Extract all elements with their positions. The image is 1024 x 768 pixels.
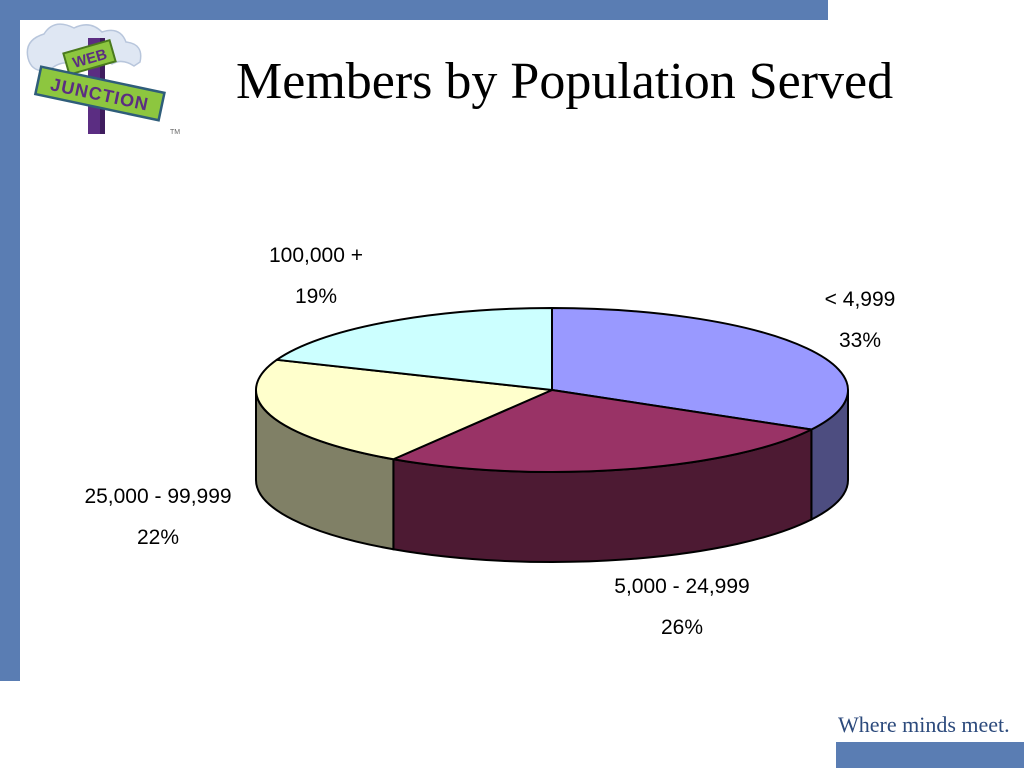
pie-percent-5-000-24-999: 26%	[661, 616, 703, 639]
pie-percent-4-999: 33%	[839, 329, 881, 352]
pie-side-walls	[255, 389, 849, 563]
pie-label-4-999: < 4,999	[825, 288, 896, 311]
pie-slice-25-000-99-999	[255, 358, 553, 461]
slide-title: Members by Population Served	[236, 53, 894, 110]
tagline: Where minds meet.	[838, 712, 1010, 737]
pie-label-25-000-99-999: 25,000 - 99,999	[84, 485, 231, 508]
logo-sign-web	[62, 38, 117, 76]
webjunction-logo: WEB JUNCTION TM	[26, 23, 180, 136]
pie-percent-100-000: 19%	[295, 285, 337, 308]
top-frame-bar	[0, 0, 828, 20]
pie-chart: < 4,999 33% 5,000 - 24,999 26% 25,000 - 99,9…	[84, 244, 895, 639]
pie-percent-25-000-99-999: 22%	[137, 526, 179, 549]
pie-label-5-000-24-999: 5,000 - 24,999	[614, 575, 749, 598]
pie-slice-4-999	[551, 307, 849, 431]
logo-trademark: TM	[170, 129, 180, 136]
pie-top-faces	[255, 307, 849, 473]
bottom-frame-strip	[836, 742, 1024, 768]
pie-slice-5-000-24-999	[392, 389, 813, 473]
pie-labels: < 4,999 33% 5,000 - 24,999 26% 25,000 - 99,9…	[84, 244, 895, 639]
pie-label-100-000: 100,000 +	[269, 244, 363, 267]
logo-sign-junction	[33, 65, 166, 122]
pie-slice-100-000	[275, 307, 553, 391]
left-frame-bar	[0, 0, 20, 681]
